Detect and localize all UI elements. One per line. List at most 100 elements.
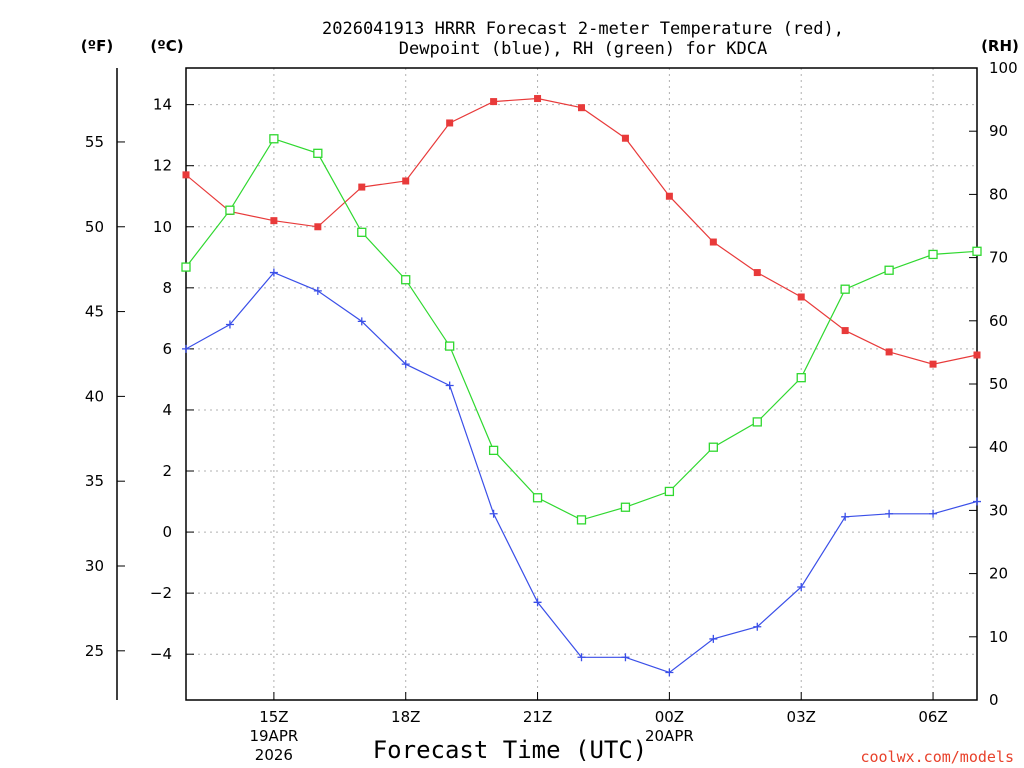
dewpoint-point: [533, 598, 542, 607]
chart-title-line2: Dewpoint (blue), RH (green) for KDCA: [399, 39, 767, 59]
dewpoint-point: [621, 653, 630, 662]
rh-unit-label: (RH): [981, 37, 1019, 55]
fahrenheit-tick-label: 50: [85, 218, 104, 236]
rh-tick-label: 0: [989, 691, 999, 709]
rh-point: [225, 205, 235, 215]
dewpoint-point: [973, 497, 981, 506]
rh-tick-label: 80: [989, 185, 1008, 203]
rh-point: [445, 341, 455, 351]
rh-tick-label: 40: [989, 438, 1008, 456]
x-tick-label: 15Z: [259, 708, 288, 726]
dewpoint-point: [489, 509, 498, 518]
rh-point: [532, 493, 543, 503]
temperature-point: [797, 293, 805, 301]
x-tick-label: 06Z: [918, 708, 947, 726]
dewpoint-point: [401, 360, 410, 369]
rh-tick-label: 60: [989, 312, 1008, 330]
rh-tick-label: 50: [989, 375, 1008, 393]
x-tick-year: 2026: [255, 746, 293, 764]
dewpoint-point: [841, 512, 850, 521]
rh-point: [576, 515, 587, 525]
rh-point: [884, 265, 894, 275]
celsius-tick-label: 10: [153, 218, 172, 236]
rh-point: [752, 417, 762, 427]
celsius-tick-label: 0: [162, 523, 172, 541]
rh-point: [269, 134, 279, 144]
x-tick-date: 20APR: [645, 727, 694, 745]
fahrenheit-tick-label: 30: [85, 557, 104, 575]
fahrenheit-tick-label: 55: [85, 133, 104, 151]
temperature-point: [973, 351, 981, 359]
dewpoint-series-line: [186, 271, 977, 674]
temperature-point: [314, 223, 322, 231]
temperature-point: [446, 119, 454, 127]
celsius-tick-label: −4: [150, 645, 172, 663]
x-tick-label: 18Z: [391, 708, 420, 726]
celsius-tick-label: 4: [162, 401, 172, 419]
celsius-tick-label: 14: [153, 96, 172, 114]
celsius-tick-label: 12: [153, 157, 172, 175]
rh-point: [708, 442, 718, 452]
rh-tick-label: 70: [989, 249, 1008, 267]
dewpoint-point: [577, 653, 586, 662]
rh-series-line: [186, 138, 977, 521]
dewpoint-point: [357, 317, 366, 326]
rh-point: [840, 284, 850, 294]
rh-point: [928, 249, 938, 260]
fahrenheit-tick-label: 25: [85, 642, 104, 660]
x-tick-label: 03Z: [787, 708, 816, 726]
celsius-tick-label: 2: [162, 462, 172, 480]
fahrenheit-unit-label: (ºF): [81, 37, 113, 55]
dewpoint-point: [269, 268, 278, 277]
rh-point: [401, 275, 411, 285]
dewpoint-point: [797, 583, 806, 592]
rh-point: [313, 148, 323, 158]
temperature-point: [534, 95, 542, 103]
rh-point: [664, 486, 675, 497]
fahrenheit-tick-label: 40: [85, 387, 104, 405]
fahrenheit-tick-label: 35: [85, 472, 104, 490]
celsius-tick-label: 6: [162, 340, 172, 358]
rh-tick-label: 100: [989, 59, 1018, 77]
fahrenheit-tick-label: 45: [85, 303, 104, 321]
rh-tick-label: 30: [989, 501, 1008, 519]
x-tick-date: 19APR: [249, 727, 298, 745]
temperature-point: [753, 269, 761, 277]
temperature-point: [182, 171, 190, 179]
dewpoint-point: [313, 286, 322, 295]
rh-point: [796, 373, 806, 383]
temperature-point: [270, 217, 278, 225]
temperature-point: [885, 348, 893, 356]
rh-tick-label: 90: [989, 122, 1008, 140]
temperature-point: [709, 238, 717, 246]
celsius-unit-label: (ºC): [150, 37, 183, 55]
celsius-tick-label: 8: [162, 279, 172, 297]
celsius-tick-label: −2: [150, 584, 172, 602]
temperature-point: [929, 360, 937, 368]
dewpoint-point: [665, 668, 674, 677]
rh-point: [357, 227, 367, 237]
rh-tick-label: 10: [989, 628, 1008, 646]
dewpoint-point: [885, 509, 894, 518]
series: [181, 95, 982, 677]
x-axis-title: Forecast Time (UTC): [373, 736, 648, 764]
rh-point: [181, 262, 191, 272]
rh-point: [972, 246, 982, 256]
temperature-point: [490, 98, 498, 106]
temperature-point: [665, 192, 673, 200]
temperature-point: [358, 183, 366, 191]
credit-text: coolwx.com/models: [860, 748, 1014, 766]
chart-title-line1: 2026041913 HRRR Forecast 2-meter Tempera…: [322, 19, 844, 39]
temperature-point: [402, 177, 410, 185]
temperature-point: [841, 327, 849, 335]
temperature-series-line: [186, 97, 977, 365]
x-tick-label: 00Z: [655, 708, 684, 726]
temperature-point: [621, 134, 629, 142]
grid: [186, 68, 977, 700]
dewpoint-point: [753, 622, 762, 631]
dewpoint-point: [929, 509, 938, 518]
dewpoint-point: [445, 381, 454, 390]
dewpoint-point: [182, 344, 190, 353]
